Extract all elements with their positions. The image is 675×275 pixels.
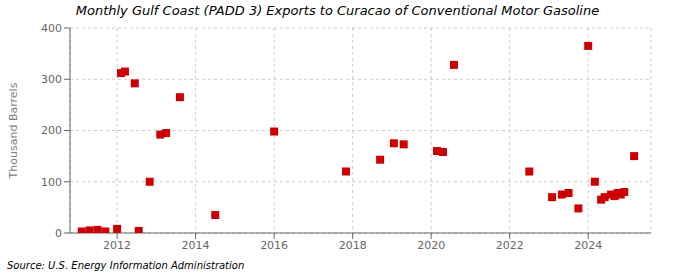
- svg-text:2012: 2012: [103, 239, 131, 252]
- svg-text:2022: 2022: [496, 239, 524, 252]
- svg-text:2016: 2016: [260, 239, 288, 252]
- svg-text:200: 200: [41, 124, 62, 137]
- svg-text:400: 400: [41, 22, 62, 35]
- html-text:Source: U.S. Energy Informatio: Source: U.S. Energy Information Administ…: [7, 260, 245, 271]
- html-text:Monthly Gulf Coast (PADD 3) Ex: Monthly Gulf Coast (PADD 3) Exports to C…: [75, 3, 600, 18]
- svg-text:0: 0: [55, 227, 62, 240]
- svg-text:Thousand Barrels: Thousand Barrels: [8, 82, 20, 179]
- svg-text:2014: 2014: [182, 239, 210, 252]
- svg-text:300: 300: [41, 73, 62, 86]
- svg-text:100: 100: [41, 176, 62, 189]
- svg-text:2024: 2024: [574, 239, 602, 252]
- svg-text:2020: 2020: [417, 239, 445, 252]
- svg-text:2018: 2018: [339, 239, 367, 252]
